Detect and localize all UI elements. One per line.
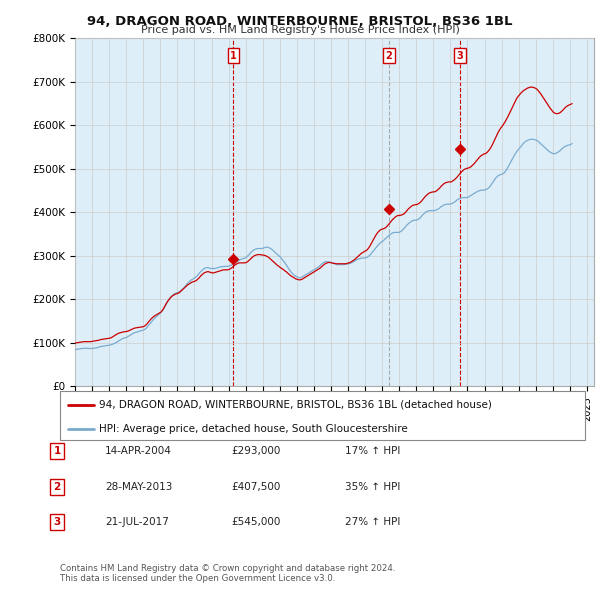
Text: 94, DRAGON ROAD, WINTERBOURNE, BRISTOL, BS36 1BL (detached house): 94, DRAGON ROAD, WINTERBOURNE, BRISTOL, … bbox=[100, 399, 492, 409]
Text: HPI: Average price, detached house, South Gloucestershire: HPI: Average price, detached house, Sout… bbox=[100, 424, 408, 434]
Text: 21-JUL-2017: 21-JUL-2017 bbox=[105, 517, 169, 527]
Text: £407,500: £407,500 bbox=[231, 482, 280, 491]
Text: £293,000: £293,000 bbox=[231, 447, 280, 456]
Text: 3: 3 bbox=[53, 517, 61, 527]
Text: 2: 2 bbox=[386, 51, 392, 61]
Text: 3: 3 bbox=[457, 51, 463, 61]
Text: 94, DRAGON ROAD, WINTERBOURNE, BRISTOL, BS36 1BL: 94, DRAGON ROAD, WINTERBOURNE, BRISTOL, … bbox=[87, 15, 513, 28]
FancyBboxPatch shape bbox=[60, 391, 585, 440]
Text: 2: 2 bbox=[53, 482, 61, 491]
Text: 1: 1 bbox=[53, 447, 61, 456]
Text: 17% ↑ HPI: 17% ↑ HPI bbox=[345, 447, 400, 456]
Text: 35% ↑ HPI: 35% ↑ HPI bbox=[345, 482, 400, 491]
Text: 1: 1 bbox=[230, 51, 237, 61]
Text: Contains HM Land Registry data © Crown copyright and database right 2024.
This d: Contains HM Land Registry data © Crown c… bbox=[60, 563, 395, 583]
Text: 28-MAY-2013: 28-MAY-2013 bbox=[105, 482, 172, 491]
Text: 27% ↑ HPI: 27% ↑ HPI bbox=[345, 517, 400, 527]
Text: 14-APR-2004: 14-APR-2004 bbox=[105, 447, 172, 456]
Text: Price paid vs. HM Land Registry's House Price Index (HPI): Price paid vs. HM Land Registry's House … bbox=[140, 25, 460, 35]
Text: £545,000: £545,000 bbox=[231, 517, 280, 527]
